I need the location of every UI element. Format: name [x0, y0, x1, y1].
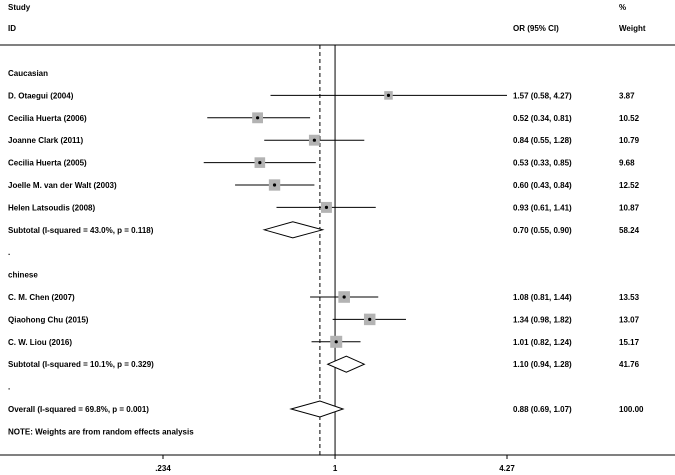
- study-label: Qiaohong Chu (2015): [8, 315, 89, 324]
- or-ci-value: 0.60 (0.43, 0.84): [513, 181, 572, 190]
- weight-value: 10.87: [619, 203, 640, 212]
- or-ci-value: 1.01 (0.82, 1.24): [513, 338, 572, 347]
- or-ci-value: 0.70 (0.55, 0.90): [513, 226, 572, 235]
- or-ci-value: 0.88 (0.69, 1.07): [513, 405, 572, 414]
- point-estimate: [368, 317, 372, 321]
- weight-value: 41.76: [619, 360, 640, 369]
- weight-value: 3.87: [619, 91, 635, 100]
- header-or-ci: OR (95% CI): [513, 24, 559, 33]
- point-estimate: [334, 340, 338, 344]
- or-ci-value: 1.57 (0.58, 4.27): [513, 91, 572, 100]
- or-ci-value: 0.53 (0.33, 0.85): [513, 159, 572, 168]
- header-percent: %: [619, 3, 626, 12]
- study-label: D. Otaegui (2004): [8, 91, 74, 100]
- separator-label: .: [8, 383, 10, 392]
- point-estimate: [255, 116, 260, 120]
- point-estimate: [324, 205, 329, 209]
- subtotal-label: Subtotal (I-squared = 43.0%, p = 0.118): [8, 226, 154, 235]
- weight-value: 10.52: [619, 114, 640, 123]
- group-label: chinese: [8, 271, 38, 280]
- or-ci-value: 1.34 (0.98, 1.82): [513, 315, 572, 324]
- group-label: Caucasian: [8, 69, 48, 78]
- or-ci-value: 0.93 (0.61, 1.41): [513, 203, 572, 212]
- point-estimate: [272, 183, 277, 187]
- weight-value: 100.00: [619, 405, 644, 414]
- header-weight: Weight: [619, 24, 646, 33]
- x-tick-label: 4.27: [499, 464, 515, 473]
- x-tick-label: 1: [333, 464, 338, 473]
- or-ci-value: 1.08 (0.81, 1.44): [513, 293, 572, 302]
- point-estimate: [258, 161, 262, 165]
- weight-value: 10.79: [619, 136, 640, 145]
- overall-label: Overall (I-squared = 69.8%, p = 0.001): [8, 405, 149, 414]
- study-label: C. W. Liou (2016): [8, 338, 72, 347]
- overall-diamond: [289, 400, 345, 418]
- study-label: Joanne Clark (2011): [8, 136, 83, 145]
- weight-value: 13.07: [619, 315, 640, 324]
- subtotal-diamond: [262, 221, 325, 239]
- header-id: ID: [8, 24, 16, 33]
- subtotal-diamond: [326, 355, 366, 373]
- point-estimate: [312, 138, 316, 142]
- study-label: Helen Latsoudis (2008): [8, 203, 95, 212]
- weight-value: 9.68: [619, 159, 635, 168]
- or-ci-value: 1.10 (0.94, 1.28): [513, 360, 572, 369]
- or-ci-value: 0.84 (0.55, 1.28): [513, 136, 572, 145]
- separator-label: .: [8, 248, 10, 257]
- point-estimate: [386, 93, 391, 97]
- header-study: Study: [8, 3, 31, 12]
- weight-value: 15.17: [619, 338, 640, 347]
- point-estimate: [342, 295, 346, 299]
- weight-value: 12.52: [619, 181, 640, 190]
- subtotal-label: Subtotal (I-squared = 10.1%, p = 0.329): [8, 360, 154, 369]
- weight-value: 13.53: [619, 293, 640, 302]
- study-label: Joelle M. van der Walt (2003): [8, 181, 117, 190]
- x-axis-ticks: .234 1 4.27: [155, 455, 515, 473]
- study-label: C. M. Chen (2007): [8, 293, 75, 302]
- rows-layer: Caucasian D. Otaegui (2004) 1.57 (0.58, 4.…: [8, 69, 644, 436]
- weight-value: 58.24: [619, 226, 640, 235]
- or-ci-value: 0.52 (0.34, 0.81): [513, 114, 572, 123]
- note-label: NOTE: Weights are from random effects an…: [8, 427, 194, 436]
- study-label: Cecilia Huerta (2006): [8, 114, 87, 123]
- study-label: Cecilia Huerta (2005): [8, 159, 87, 168]
- x-tick-label: .234: [155, 464, 171, 473]
